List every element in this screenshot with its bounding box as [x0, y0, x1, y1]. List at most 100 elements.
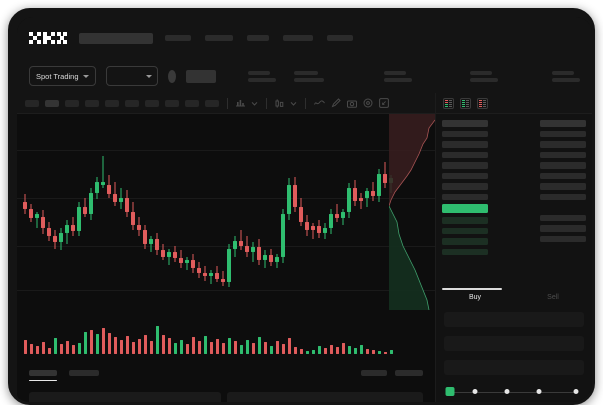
device-frame: Spot Trading	[8, 8, 595, 405]
orderbook-asks-icon[interactable]	[477, 97, 488, 109]
timeframe-btn-4[interactable]	[85, 99, 99, 107]
candle	[233, 236, 237, 257]
orderbook-row[interactable]	[442, 172, 488, 179]
volume-bar	[359, 345, 363, 354]
volume-histogram	[17, 310, 435, 362]
camera-icon[interactable]	[347, 99, 357, 108]
amount-slider[interactable]	[436, 375, 592, 401]
timeframe-btn-7[interactable]	[145, 99, 159, 107]
order-field-3[interactable]	[444, 360, 584, 375]
orderbook-row[interactable]	[442, 217, 488, 224]
orderbook-size-row	[540, 225, 586, 232]
market-type-select[interactable]: Spot Trading	[29, 66, 96, 86]
orderbook-row[interactable]	[442, 193, 488, 200]
orderbook-size-row	[540, 141, 586, 148]
bottom-panel-2[interactable]	[227, 392, 423, 402]
orderbook-row[interactable]	[442, 238, 488, 245]
volume-bar	[41, 342, 45, 354]
orderbook-row[interactable]	[442, 141, 488, 148]
chart-column	[17, 93, 435, 402]
timeframe-btn-3[interactable]	[65, 99, 79, 107]
pair-price-skeleton	[186, 69, 216, 83]
orderbook-row[interactable]	[442, 227, 488, 234]
bottom-panel-1[interactable]	[29, 392, 221, 402]
volume-bar	[113, 337, 117, 354]
candle	[131, 202, 135, 230]
orderbook-row[interactable]	[442, 151, 488, 158]
candle	[137, 216, 141, 236]
trading-pair-select[interactable]	[105, 66, 159, 86]
slider-handle[interactable]	[445, 387, 455, 396]
candle	[167, 248, 171, 265]
bottom-tab-2[interactable]	[69, 370, 99, 376]
candle	[203, 266, 207, 281]
tab-buy[interactable]: Buy	[468, 294, 482, 301]
candle	[335, 204, 339, 222]
nav-item-4[interactable]	[283, 35, 313, 41]
bottom-tab-1[interactable]	[29, 370, 57, 381]
order-field-2[interactable]	[444, 336, 584, 351]
nav-item-1[interactable]	[165, 35, 191, 41]
candlestick-chart[interactable]	[17, 114, 435, 310]
orderbook-row[interactable]	[442, 130, 488, 137]
orderbook-row[interactable]	[442, 248, 488, 255]
okx-logo-icon[interactable]	[29, 32, 67, 44]
indicators-icon[interactable]	[236, 99, 245, 107]
search-input[interactable]	[79, 32, 153, 44]
fullscreen-icon[interactable]	[379, 98, 389, 108]
bottom-action-2[interactable]	[395, 370, 423, 376]
chart-type-icon[interactable]	[275, 98, 284, 108]
orderbook-last-price	[442, 204, 488, 213]
chevron-down-icon[interactable]	[251, 101, 258, 106]
slider-stop-100[interactable]	[573, 389, 579, 394]
slider-stop-25[interactable]	[472, 389, 478, 394]
order-field-1[interactable]	[444, 312, 584, 327]
candle	[221, 271, 225, 286]
pair-bar: Spot Trading	[17, 59, 592, 93]
timeframe-btn-2[interactable]	[45, 99, 59, 107]
volume-bar	[71, 345, 75, 354]
candle	[47, 221, 51, 241]
orderbook-row[interactable]	[442, 162, 488, 169]
orderbook-both-icon[interactable]	[443, 97, 454, 109]
bottom-action-1[interactable]	[361, 370, 387, 376]
orderbook-row[interactable]	[442, 183, 488, 190]
timeframe-btn-6[interactable]	[125, 99, 139, 107]
candle	[143, 224, 147, 249]
orderbook-size-row	[540, 235, 586, 242]
timeframe-btn-10[interactable]	[205, 99, 219, 107]
candle	[113, 181, 117, 206]
line-chart-icon[interactable]	[314, 99, 325, 107]
chevron-down-icon[interactable]	[290, 101, 297, 106]
volume-bar	[191, 337, 195, 354]
timeframe-btn-8[interactable]	[165, 99, 179, 107]
coin-avatar	[168, 69, 177, 83]
nav-item-3[interactable]	[247, 35, 269, 41]
timeframe-btn-9[interactable]	[185, 99, 199, 107]
orderbook-body[interactable]	[436, 114, 592, 282]
slider-stop-75[interactable]	[536, 389, 542, 394]
nav-item-2[interactable]	[205, 35, 233, 41]
volume-bar	[155, 326, 159, 354]
nav-item-5[interactable]	[327, 35, 353, 41]
orderbook-column: Buy Sell	[435, 93, 592, 402]
settings-icon[interactable]	[363, 98, 373, 108]
slider-stop-50[interactable]	[504, 389, 510, 394]
main-body: Buy Sell	[17, 93, 592, 402]
pencil-icon[interactable]	[331, 98, 341, 108]
orderbook-row[interactable]	[442, 120, 488, 127]
candle	[65, 220, 69, 244]
bottom-tab-label	[29, 370, 57, 376]
orderbook-size-row	[540, 172, 586, 179]
volume-bar	[203, 336, 207, 354]
tab-sell[interactable]: Sell	[547, 294, 559, 301]
timeframe-btn-1[interactable]	[25, 99, 39, 107]
volume-bar	[377, 351, 381, 354]
timeframe-btn-5[interactable]	[105, 99, 119, 107]
volume-bar	[89, 330, 93, 354]
candle	[227, 244, 231, 288]
orderbook-bids-icon[interactable]	[460, 97, 471, 109]
volume-bar	[323, 348, 327, 354]
candle	[239, 229, 243, 251]
volume-bar	[269, 346, 273, 354]
